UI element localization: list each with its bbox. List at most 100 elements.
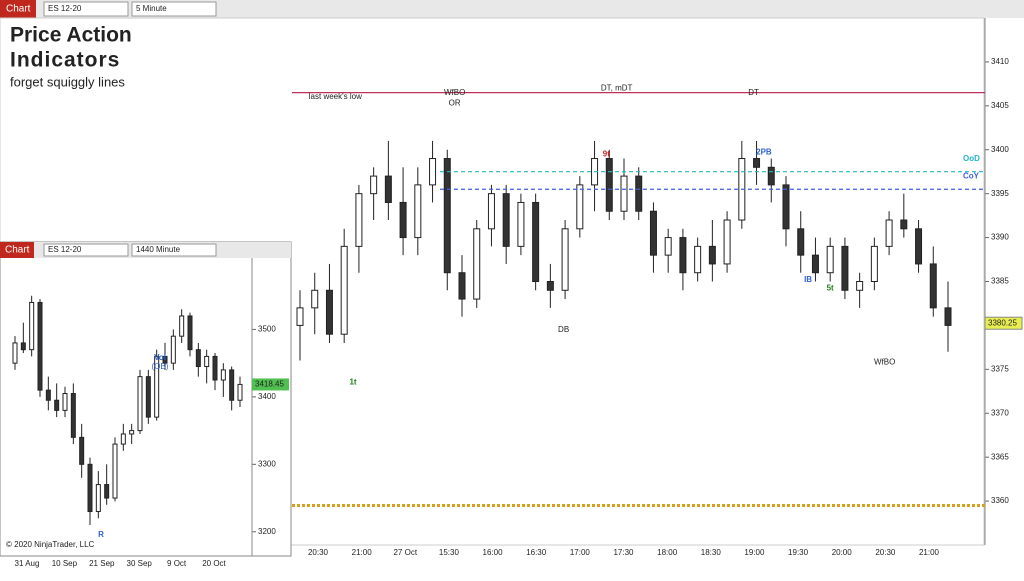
candle-body [679,237,687,274]
y-tick-label: 3500 [258,325,276,334]
candle-body [458,272,466,300]
x-tick-label: 27 Oct [393,548,417,557]
annotation: OR [449,98,461,107]
candle-body [120,433,126,445]
x-tick-label: 10 Sep [52,559,78,568]
candle-body [220,369,226,381]
annotation: DB [558,325,569,334]
candle-body [605,158,613,212]
annotation: DT, mDT [601,83,633,92]
heading: Price Action [10,24,132,47]
candle-body [767,166,775,186]
interval: 1440 Minute [136,245,181,254]
interval-box[interactable] [131,1,217,17]
annotation: DT [748,88,759,97]
candle-body [694,245,702,274]
candle-body [561,228,569,291]
candle-body [649,210,657,256]
candle-body [811,254,819,274]
candle-body [154,355,160,418]
inset-tab[interactable] [0,242,34,258]
x-tick-label: 20:00 [832,548,853,557]
x-tick-label: 21:00 [919,548,940,557]
inset-window [0,241,292,557]
price-marker [984,316,1023,330]
tab-label: Chart [6,4,31,15]
candle-body [296,307,304,326]
annotation: IB [804,275,812,284]
candle-body [487,193,495,230]
instrument: ES 12-20 [48,245,82,254]
candle-body [187,315,193,351]
candle-body [340,245,348,335]
candle-body [517,201,525,247]
x-tick-label: 19:30 [788,548,809,557]
candle-body [915,228,923,265]
candle-body [399,201,407,239]
candle-body [664,237,672,256]
candle-body [473,228,481,300]
candle-body [384,175,392,203]
candle-body [546,281,554,291]
candle-body [443,158,451,274]
x-tick-label: 19:00 [744,548,765,557]
candle-body [179,315,185,337]
candle-body [782,184,790,230]
interval-box[interactable] [131,243,217,257]
y-tick-label: 3300 [258,459,276,468]
candle-body [95,484,101,513]
copyright: © 2020 NinjaTrader, LLC [6,540,95,549]
x-tick-label: 17:30 [613,548,634,557]
x-tick-label: 15:30 [439,548,460,557]
price-marker [252,378,289,391]
candle-body [29,301,35,351]
toolbar [0,0,1024,18]
candle-body [723,219,731,265]
x-tick-label: 31 Aug [15,559,40,568]
candle-body [129,430,135,435]
candle-body [841,245,849,291]
candle-body [576,184,584,230]
candle-body [112,443,118,499]
y-tick-label: 3370 [991,408,1009,417]
annotation: last week's low [309,92,362,101]
instrument-box[interactable] [43,1,129,17]
interval: 5 Minute [136,4,167,13]
candle-body [229,369,235,401]
instrument: ES 12-20 [48,4,82,13]
candle-body [311,289,319,309]
candle-body [104,484,110,499]
heading: Indicators [10,49,120,72]
price-label: 3418.45 [255,380,284,389]
annotation: 5t [827,284,834,293]
candle-body [137,376,143,432]
candle-body [502,193,510,247]
y-tick-label: 3200 [258,527,276,536]
tab-label: Chart [5,245,30,256]
candle-body [62,393,68,411]
candle-body [885,219,893,247]
y-tick-label: 3385 [991,277,1009,286]
candle-body [212,355,218,381]
y-tick-label: 3405 [991,101,1009,110]
main-chart: 3360336533703375338033853390339534003405… [292,18,1023,557]
candle-body [54,399,60,411]
candle-body [79,436,85,465]
candle-body [620,175,628,212]
level-label: CoY [963,171,980,180]
candle-body [944,307,952,326]
candle-body [797,228,805,256]
y-tick-label: 3400 [991,145,1009,154]
candle-body [12,342,18,364]
inset-chart: 3200 3300 3400 3500 31 Aug 10 Sep 21 Sep 30 Sep… [12,258,289,568]
chart-tab[interactable] [0,0,36,18]
candle-body [532,201,540,282]
candle-body [87,463,93,513]
price-label: 3380.25 [988,318,1017,327]
instrument-box[interactable] [43,243,129,257]
candle-body [429,158,437,186]
annotation: R [98,530,104,539]
annotation: (OB) [152,362,169,371]
x-tick-label: 20 Oct [202,559,226,568]
